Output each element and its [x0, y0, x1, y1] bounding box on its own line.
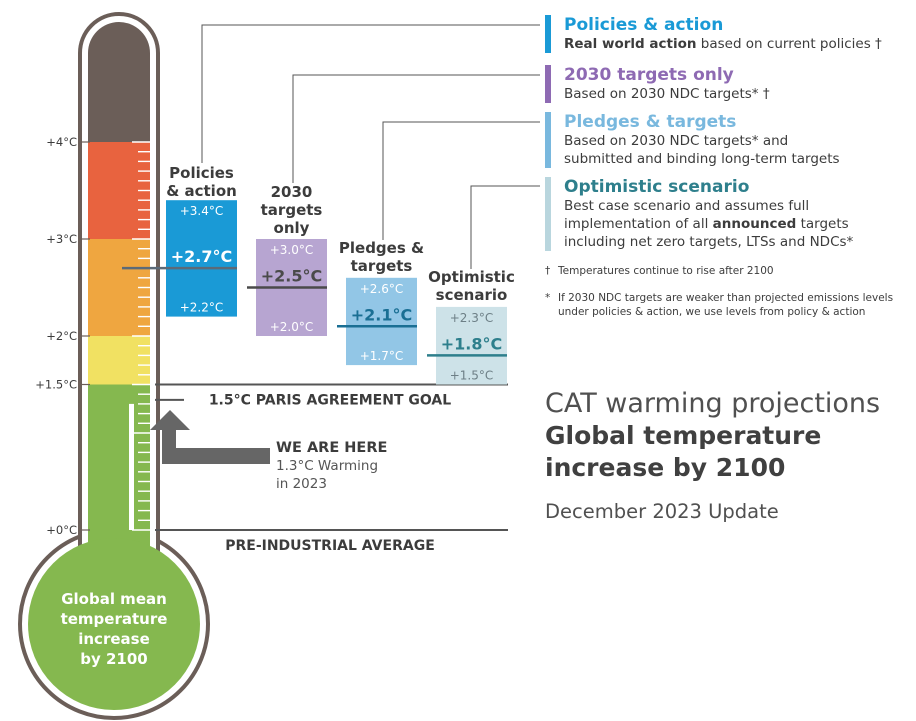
reference-line-label: PRE-INDUSTRIAL AVERAGE — [225, 538, 435, 554]
thermometer-zone — [88, 336, 150, 385]
reference-line-label: 1.5°C PARIS AGREEMENT GOAL — [209, 393, 451, 409]
scenario-bars: +3.4°C +2.7°C +2.2°C Policies& action +3.0°C… — [122, 164, 515, 385]
legend-connectors — [201, 24, 540, 269]
low-estimate-label: +2.2°C — [180, 301, 224, 315]
thermometer-bulb — [28, 538, 200, 710]
legend-description: Based on 2030 NDC targets* and — [564, 133, 789, 149]
legend-title: Optimistic scenario — [564, 177, 750, 197]
current-warming-desc-1: 1.3°C Warming — [276, 458, 378, 474]
bulb-label-line: Global mean — [61, 590, 167, 608]
legend-description: implementation of all announced targets — [564, 216, 849, 232]
thermometer: Global mean temperature increase by 2100 — [18, 12, 210, 720]
scenario-name: targets — [261, 201, 323, 219]
chart-subtitle-line-1: Global temperature — [545, 421, 822, 450]
y-tick-label: +0°C — [46, 523, 77, 537]
legend-connector — [382, 121, 540, 240]
bulb-label-line: temperature — [61, 610, 168, 628]
legend-item: Pledges & targets Based on 2030 NDC targe… — [545, 112, 840, 168]
legend-connector — [292, 74, 540, 183]
low-estimate-label: +2.0°C — [270, 320, 314, 334]
central-estimate-label: +2.7°C — [171, 247, 233, 266]
footnote-text: Temperatures continue to rise after 2100 — [558, 265, 774, 277]
legend-description: Real world action based on current polic… — [564, 36, 882, 52]
bulb-label-line: by 2100 — [80, 650, 148, 668]
update-date: December 2023 Update — [545, 500, 779, 523]
scenario-name: only — [274, 219, 310, 237]
footnote: † Temperatures continue to rise after 210… — [545, 264, 774, 278]
legend-description: including net zero targets, LTSs and NDC… — [564, 234, 854, 250]
scenario-name: Optimistic — [428, 268, 515, 286]
y-tick-label: +2°C — [46, 329, 77, 343]
scenario-bar — [166, 200, 237, 317]
footnote: * If 2030 NDC targets are weaker than pro… — [545, 291, 893, 319]
chart-subtitle-line-2: increase by 2100 — [545, 453, 786, 482]
reference-lines: 1.5°C PARIS AGREEMENT GOAL PRE-INDUSTRIAL… — [155, 383, 508, 554]
we-are-here-marker: WE ARE HERE 1.3°C Warming in 2023 — [150, 398, 387, 492]
legend-item: Optimistic scenario Best case scenario an… — [545, 177, 853, 251]
high-estimate-label: +3.4°C — [180, 204, 224, 218]
legend-title: 2030 targets only — [564, 65, 734, 85]
chart-title: CAT warming projections — [545, 388, 881, 419]
footnote-mark: † — [545, 265, 551, 277]
scenario-name: targets — [351, 257, 413, 275]
current-warming-desc-2: in 2023 — [276, 476, 327, 492]
bulb-label-line: increase — [78, 630, 150, 648]
legend-title: Pledges & targets — [564, 112, 737, 132]
current-level-line — [129, 403, 134, 530]
y-tick-label: +4°C — [46, 135, 77, 149]
scenario-bar-group: +2.6°C +2.1°C +1.7°C Pledges &targets — [337, 239, 424, 366]
legend-title: Policies & action — [564, 15, 724, 35]
scenario-name: scenario — [436, 286, 508, 304]
central-estimate-label: +1.8°C — [441, 334, 503, 353]
legend-description: Based on 2030 NDC targets* † — [564, 86, 770, 102]
arrow-up-icon — [150, 410, 270, 464]
we-are-here-label: WE ARE HERE — [276, 440, 387, 456]
high-estimate-label: +2.3°C — [450, 311, 494, 325]
central-estimate-label: +2.1°C — [351, 305, 413, 324]
y-tick-label: +3°C — [46, 232, 77, 246]
scenario-bar — [436, 306, 507, 385]
footnote-mark: * — [545, 292, 551, 304]
scenario-name: Policies — [169, 164, 234, 182]
high-estimate-label: +2.6°C — [360, 282, 404, 296]
legend-connector — [470, 185, 540, 269]
title-block: CAT warming projections Global temperatu… — [545, 388, 880, 524]
legend-item: 2030 targets only Based on 2030 NDC targe… — [545, 65, 770, 103]
scenario-name: Pledges & — [339, 239, 424, 257]
legend-item: Policies & action Real world action based… — [545, 15, 882, 53]
scenario-name: & action — [166, 182, 237, 200]
scenario-bar-group: +3.4°C +2.7°C +2.2°C Policies& action — [122, 164, 237, 317]
legend-description: submitted and binding long-term targets — [564, 151, 840, 167]
temperature-axis: +0°C +1.5°C +2°C +3°C +4°C — [35, 135, 90, 537]
high-estimate-label: +3.0°C — [270, 243, 314, 257]
footnote-text: If 2030 NDC targets are weaker than proj… — [558, 292, 894, 318]
thermometer-zone — [88, 22, 150, 142]
low-estimate-label: +1.7°C — [360, 349, 404, 363]
scenario-bar — [346, 277, 417, 366]
central-estimate-label: +2.5°C — [261, 267, 323, 286]
legend-connector — [201, 24, 540, 163]
scenario-name: 2030 — [271, 183, 313, 201]
y-tick-label: +1.5°C — [35, 378, 77, 392]
legend-description: Best case scenario and assumes full — [564, 198, 810, 214]
low-estimate-label: +1.5°C — [450, 369, 494, 383]
